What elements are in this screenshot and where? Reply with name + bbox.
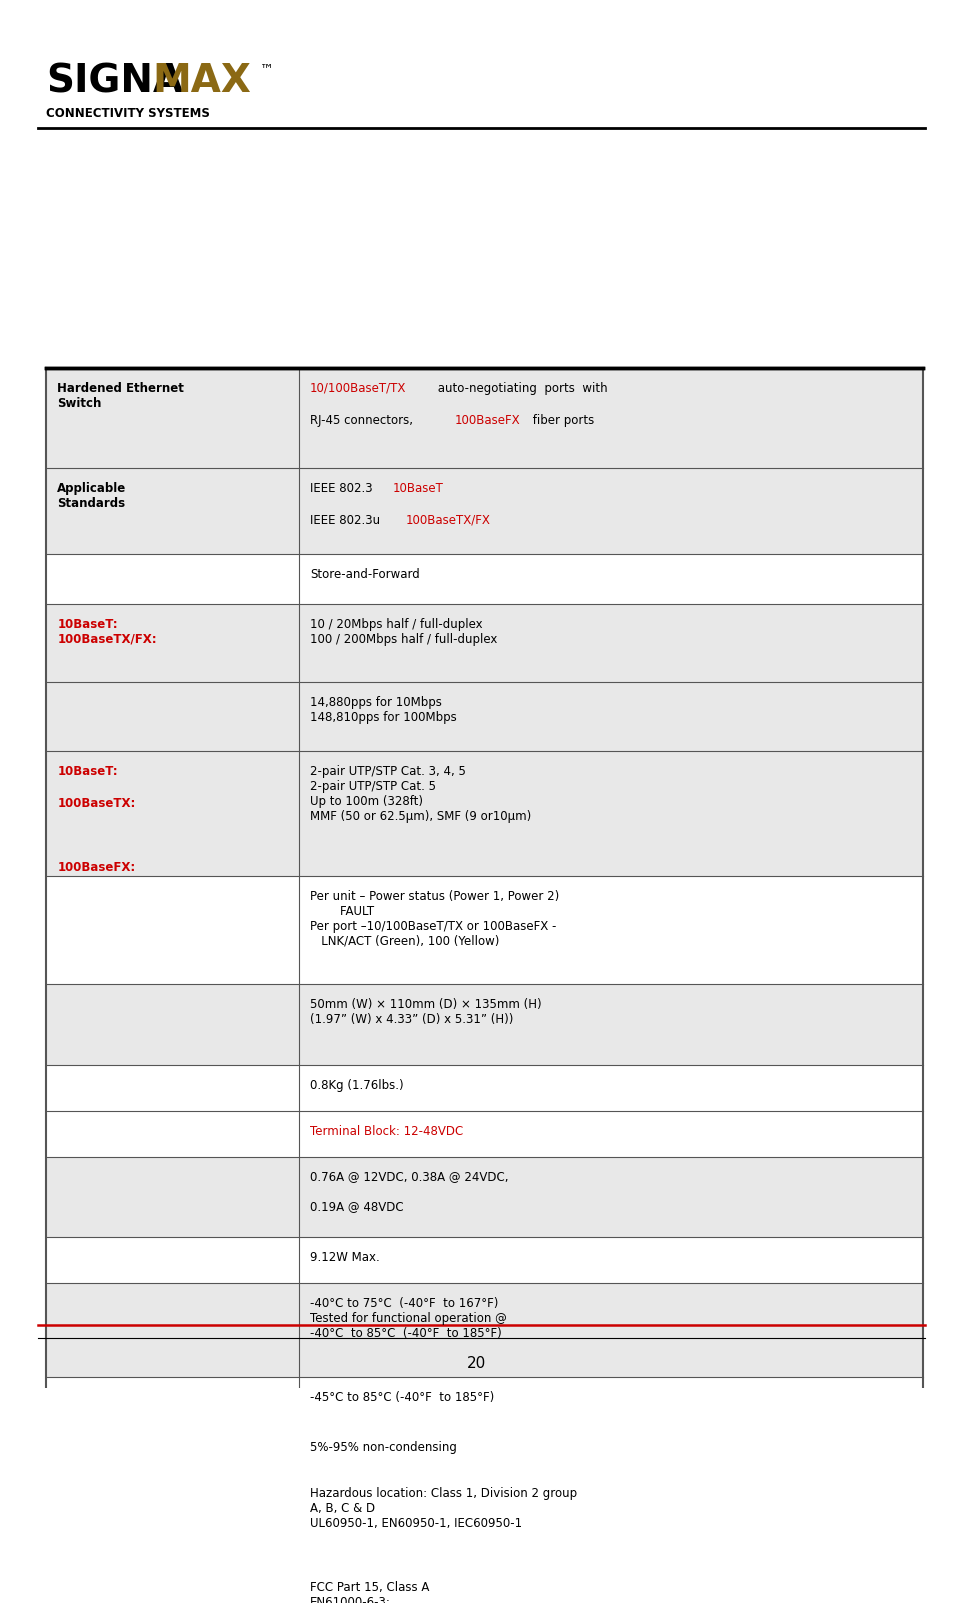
Text: 100BaseFX: 100BaseFX <box>455 414 520 426</box>
Text: -40°C to 75°C  (-40°F  to 167°F)
Tested for functional operation @
-40°C  to 85°: -40°C to 75°C (-40°F to 167°F) Tested fo… <box>310 1297 506 1340</box>
Text: Applicable
Standards: Applicable Standards <box>57 483 127 510</box>
Bar <box>46 984 923 1064</box>
Text: 10BaseT:
100BaseTX/FX:: 10BaseT: 100BaseTX/FX: <box>57 617 156 646</box>
Text: 100BaseTX:: 100BaseTX: <box>57 797 135 810</box>
Text: Hazardous location: Class 1, Division 2 group
A, B, C & D
UL60950-1, EN60950-1, : Hazardous location: Class 1, Division 2 … <box>310 1488 577 1529</box>
Bar <box>46 1111 923 1156</box>
Bar <box>46 604 923 681</box>
Text: 20: 20 <box>467 1356 486 1371</box>
Bar <box>46 369 923 468</box>
Bar <box>46 555 923 604</box>
Bar <box>46 877 923 984</box>
Text: 10BaseT: 10BaseT <box>393 483 443 495</box>
Text: Store-and-Forward: Store-and-Forward <box>310 567 419 580</box>
Text: MAX: MAX <box>152 63 252 101</box>
Bar <box>46 1282 923 1377</box>
Text: Per unit – Power status (Power 1, Power 2)
        FAULT
Per port –10/100BaseT/T: Per unit – Power status (Power 1, Power … <box>310 890 558 947</box>
Text: SIGNA: SIGNA <box>46 63 183 101</box>
Bar <box>46 468 923 555</box>
Bar <box>46 1156 923 1238</box>
Text: CONNECTIVITY SYSTEMS: CONNECTIVITY SYSTEMS <box>46 107 210 120</box>
Bar <box>46 1568 923 1603</box>
Bar <box>46 1238 923 1282</box>
Bar <box>46 681 923 752</box>
Text: 0.76A @ 12VDC, 0.38A @ 24VDC,

0.19A @ 48VDC: 0.76A @ 12VDC, 0.38A @ 24VDC, 0.19A @ 48… <box>310 1170 508 1213</box>
Text: fiber ports: fiber ports <box>529 414 594 426</box>
Text: 50mm (W) × 110mm (D) × 135mm (H)
(1.97” (W) x 4.33” (D) x 5.31” (H)): 50mm (W) × 110mm (D) × 135mm (H) (1.97” … <box>310 999 541 1026</box>
Text: auto-negotiating  ports  with: auto-negotiating ports with <box>434 382 607 394</box>
Bar <box>46 1473 923 1568</box>
Bar <box>46 1377 923 1427</box>
Text: 100BaseFX:: 100BaseFX: <box>57 861 135 874</box>
Bar <box>46 1064 923 1111</box>
Text: 5%-95% non-condensing: 5%-95% non-condensing <box>310 1441 456 1454</box>
Text: IEEE 802.3u: IEEE 802.3u <box>310 513 383 527</box>
Text: Terminal Block: 12-48VDC: Terminal Block: 12-48VDC <box>310 1125 463 1138</box>
Text: 2-pair UTP/STP Cat. 3, 4, 5
2-pair UTP/STP Cat. 5
Up to 100m (328ft)
MMF (50 or : 2-pair UTP/STP Cat. 3, 4, 5 2-pair UTP/S… <box>310 765 531 822</box>
Bar <box>46 1427 923 1473</box>
Bar <box>46 752 923 877</box>
Text: ™: ™ <box>260 63 274 77</box>
Text: 0.8Kg (1.76lbs.): 0.8Kg (1.76lbs.) <box>310 1079 403 1092</box>
Text: 14,880pps for 10Mbps
148,810pps for 100Mbps: 14,880pps for 10Mbps 148,810pps for 100M… <box>310 696 456 723</box>
Text: RJ-45 connectors,: RJ-45 connectors, <box>310 414 416 426</box>
Text: 10BaseT:: 10BaseT: <box>57 765 118 777</box>
Text: -45°C to 85°C (-40°F  to 185°F): -45°C to 85°C (-40°F to 185°F) <box>310 1391 494 1404</box>
Text: 9.12W Max.: 9.12W Max. <box>310 1250 379 1265</box>
Text: Hardened Ethernet
Switch: Hardened Ethernet Switch <box>57 382 184 410</box>
Text: 10 / 20Mbps half / full-duplex
100 / 200Mbps half / full-duplex: 10 / 20Mbps half / full-duplex 100 / 200… <box>310 617 497 646</box>
Text: 100BaseTX/FX: 100BaseTX/FX <box>405 513 490 527</box>
Text: 10/100BaseT/TX: 10/100BaseT/TX <box>310 382 406 394</box>
Text: FCC Part 15, Class A
EN61000-6-3:
EN55022, EN61000-3-2, EN61000-3-3: FCC Part 15, Class A EN61000-6-3: EN5502… <box>310 1582 532 1603</box>
Text: IEEE 802.3: IEEE 802.3 <box>310 483 376 495</box>
